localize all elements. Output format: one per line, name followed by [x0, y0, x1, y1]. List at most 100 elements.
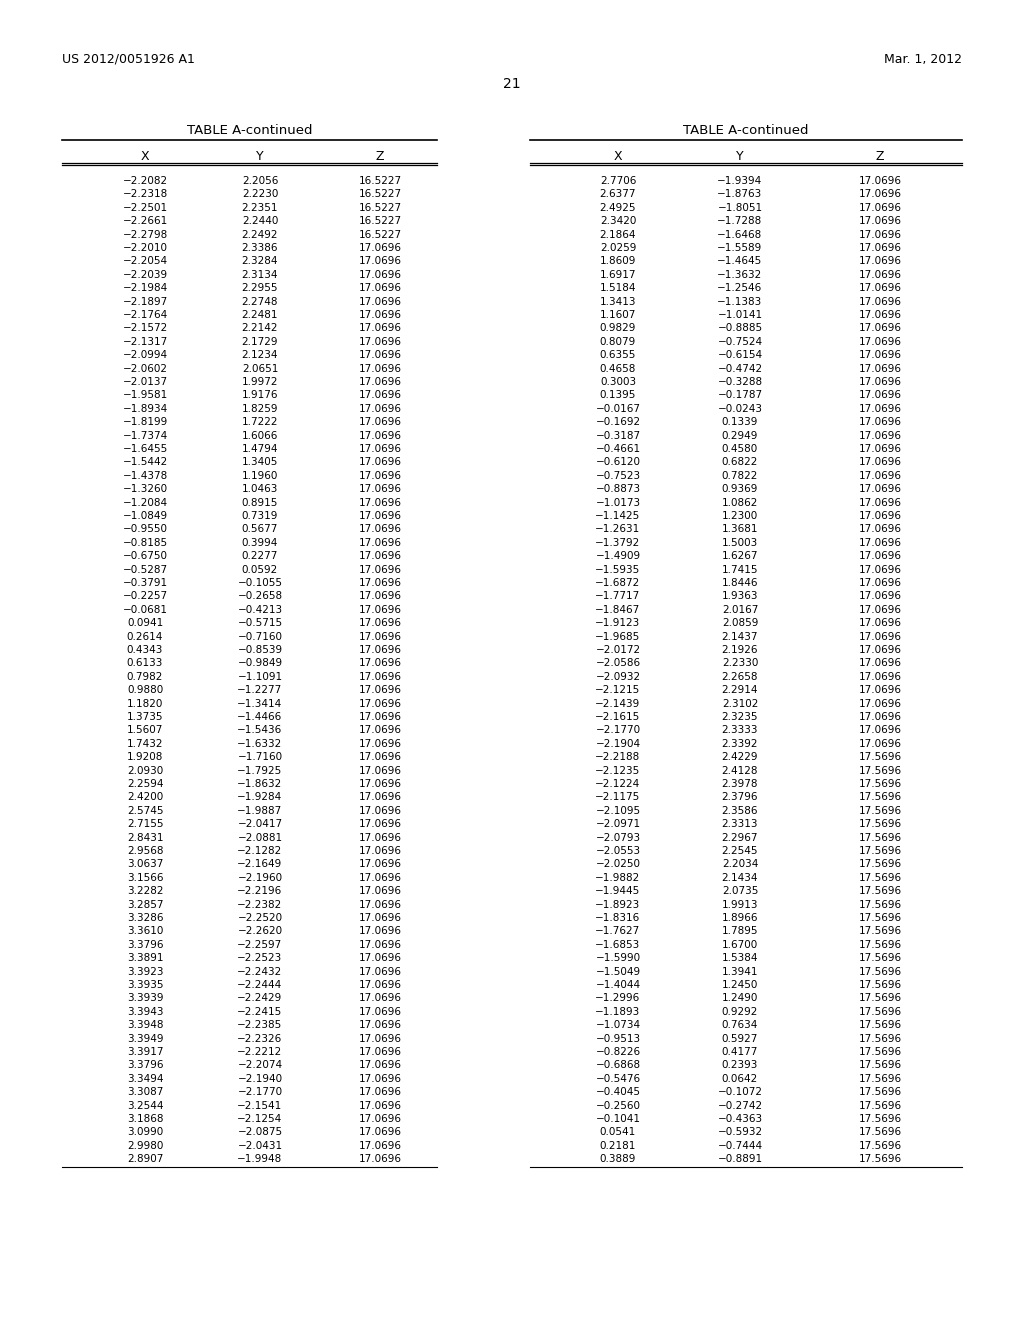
Text: 17.0696: 17.0696 — [858, 363, 901, 374]
Text: 1.3413: 1.3413 — [600, 297, 636, 306]
Text: 0.3889: 0.3889 — [600, 1154, 636, 1164]
Text: 0.5677: 0.5677 — [242, 524, 279, 535]
Text: 17.5696: 17.5696 — [858, 1020, 901, 1030]
Text: 17.0696: 17.0696 — [858, 203, 901, 213]
Text: 1.2300: 1.2300 — [722, 511, 758, 521]
Text: 17.5696: 17.5696 — [858, 792, 901, 803]
Text: TABLE A-continued: TABLE A-continued — [683, 124, 809, 137]
Text: 1.5184: 1.5184 — [600, 284, 636, 293]
Text: 17.5696: 17.5696 — [858, 846, 901, 855]
Text: 17.0696: 17.0696 — [358, 1034, 401, 1044]
Text: 17.0696: 17.0696 — [358, 458, 401, 467]
Text: 2.3235: 2.3235 — [722, 711, 758, 722]
Text: −2.2188: −2.2188 — [595, 752, 641, 762]
Text: 3.1566: 3.1566 — [127, 873, 163, 883]
Text: Z: Z — [876, 150, 885, 162]
Text: 2.2056: 2.2056 — [242, 176, 279, 186]
Text: −2.1649: −2.1649 — [238, 859, 283, 870]
Text: −2.1960: −2.1960 — [238, 873, 283, 883]
Text: 0.0592: 0.0592 — [242, 565, 279, 574]
Text: 2.2230: 2.2230 — [242, 189, 279, 199]
Text: 17.5696: 17.5696 — [858, 953, 901, 964]
Text: 17.0696: 17.0696 — [358, 404, 401, 413]
Text: −1.7717: −1.7717 — [595, 591, 641, 602]
Text: −2.2039: −2.2039 — [123, 269, 168, 280]
Text: 2.2481: 2.2481 — [242, 310, 279, 319]
Text: 17.0696: 17.0696 — [358, 779, 401, 789]
Text: −2.2798: −2.2798 — [123, 230, 168, 240]
Text: −2.0971: −2.0971 — [595, 820, 641, 829]
Text: 2.3586: 2.3586 — [722, 805, 758, 816]
Text: −2.2326: −2.2326 — [238, 1034, 283, 1044]
Text: −2.1764: −2.1764 — [123, 310, 168, 319]
Text: 17.0696: 17.0696 — [358, 726, 401, 735]
Text: 17.0696: 17.0696 — [358, 805, 401, 816]
Text: 17.0696: 17.0696 — [358, 820, 401, 829]
Text: 17.0696: 17.0696 — [358, 1020, 401, 1030]
Text: −1.6332: −1.6332 — [238, 739, 283, 748]
Text: −1.5589: −1.5589 — [718, 243, 763, 253]
Text: 17.0696: 17.0696 — [358, 284, 401, 293]
Text: 17.5696: 17.5696 — [858, 940, 901, 950]
Text: 1.5384: 1.5384 — [722, 953, 758, 964]
Text: −2.0875: −2.0875 — [238, 1127, 283, 1138]
Text: 17.0696: 17.0696 — [358, 1007, 401, 1016]
Text: −0.5287: −0.5287 — [123, 565, 168, 574]
Text: 17.0696: 17.0696 — [358, 1088, 401, 1097]
Text: −1.8199: −1.8199 — [123, 417, 168, 428]
Text: 2.4128: 2.4128 — [722, 766, 758, 776]
Text: 0.4580: 0.4580 — [722, 444, 758, 454]
Text: 17.0696: 17.0696 — [358, 350, 401, 360]
Text: 2.2967: 2.2967 — [722, 833, 758, 842]
Text: 17.0696: 17.0696 — [858, 739, 901, 748]
Text: 17.0696: 17.0696 — [358, 900, 401, 909]
Text: 2.2658: 2.2658 — [722, 672, 758, 682]
Text: 2.0167: 2.0167 — [722, 605, 758, 615]
Text: −0.1055: −0.1055 — [238, 578, 283, 587]
Text: 1.3681: 1.3681 — [722, 524, 758, 535]
Text: 17.0696: 17.0696 — [858, 323, 901, 334]
Text: −0.5932: −0.5932 — [718, 1127, 763, 1138]
Text: 17.5696: 17.5696 — [858, 1140, 901, 1151]
Text: −2.0553: −2.0553 — [595, 846, 641, 855]
Text: −1.7374: −1.7374 — [123, 430, 168, 441]
Text: −0.9513: −0.9513 — [595, 1034, 641, 1044]
Text: 17.0696: 17.0696 — [358, 994, 401, 1003]
Text: −2.0602: −2.0602 — [123, 363, 168, 374]
Text: 2.2914: 2.2914 — [722, 685, 758, 696]
Text: 1.3405: 1.3405 — [242, 458, 279, 467]
Text: 3.3949: 3.3949 — [127, 1034, 163, 1044]
Text: 17.0696: 17.0696 — [858, 524, 901, 535]
Text: −0.7160: −0.7160 — [238, 631, 283, 642]
Text: −1.8051: −1.8051 — [718, 203, 763, 213]
Text: −1.6455: −1.6455 — [123, 444, 168, 454]
Text: 17.5696: 17.5696 — [858, 820, 901, 829]
Text: 2.2142: 2.2142 — [242, 323, 279, 334]
Text: −1.6468: −1.6468 — [718, 230, 763, 240]
Text: 17.5696: 17.5696 — [858, 752, 901, 762]
Text: −2.0793: −2.0793 — [595, 833, 641, 842]
Text: 2.1926: 2.1926 — [722, 645, 758, 655]
Text: −2.2318: −2.2318 — [123, 189, 168, 199]
Text: 2.2440: 2.2440 — [242, 216, 279, 226]
Text: 2.4200: 2.4200 — [127, 792, 163, 803]
Text: 17.0696: 17.0696 — [358, 337, 401, 347]
Text: −1.5049: −1.5049 — [595, 966, 641, 977]
Text: 2.0259: 2.0259 — [600, 243, 636, 253]
Text: 17.0696: 17.0696 — [358, 886, 401, 896]
Text: 2.0651: 2.0651 — [242, 363, 279, 374]
Text: −1.5442: −1.5442 — [123, 458, 168, 467]
Text: 3.3286: 3.3286 — [127, 913, 163, 923]
Text: 2.2034: 2.2034 — [722, 859, 758, 870]
Text: 17.0696: 17.0696 — [358, 1073, 401, 1084]
Text: −0.6750: −0.6750 — [123, 552, 168, 561]
Text: 2.3134: 2.3134 — [242, 269, 279, 280]
Text: 17.0696: 17.0696 — [858, 458, 901, 467]
Text: −2.0137: −2.0137 — [123, 378, 168, 387]
Text: 17.0696: 17.0696 — [358, 498, 401, 508]
Text: 2.0930: 2.0930 — [127, 766, 163, 776]
Text: 17.0696: 17.0696 — [858, 672, 901, 682]
Text: 17.0696: 17.0696 — [358, 631, 401, 642]
Text: −0.3791: −0.3791 — [123, 578, 168, 587]
Text: −0.7524: −0.7524 — [718, 337, 763, 347]
